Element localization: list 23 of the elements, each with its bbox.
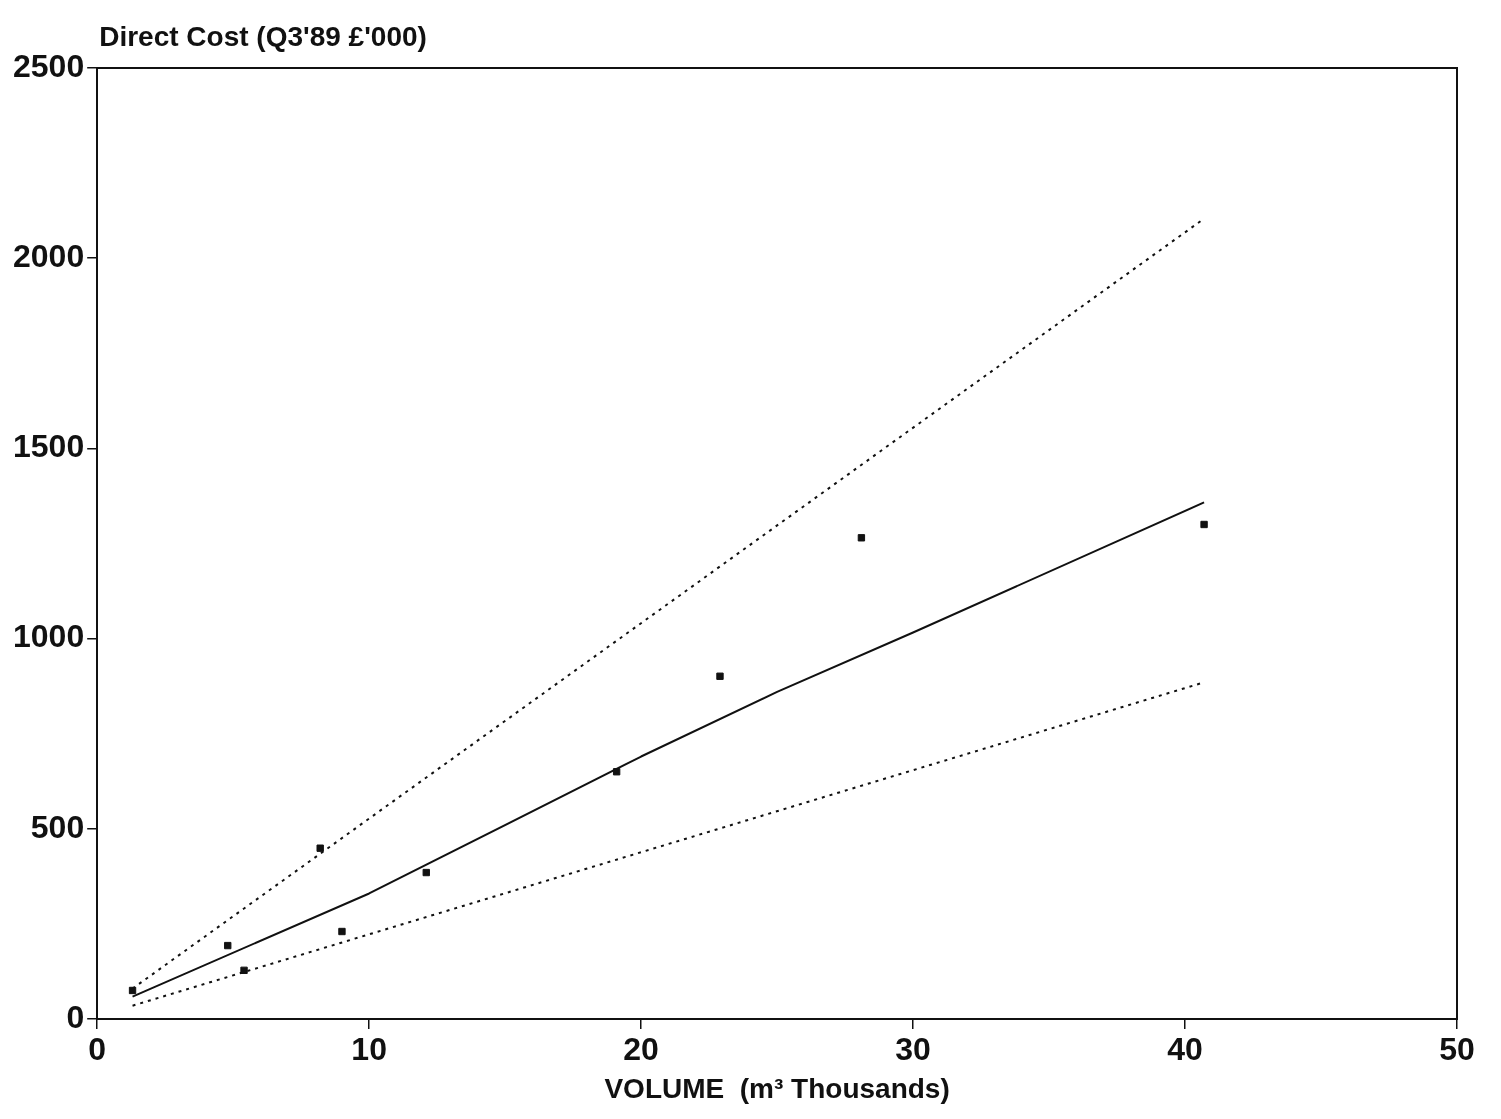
point (422, 868, 430, 877)
point (716, 672, 724, 680)
point (224, 941, 232, 950)
y-tick-label: 2500 (13, 47, 85, 84)
point (612, 768, 621, 776)
point (316, 844, 324, 852)
y-tick-label: 500 (30, 808, 85, 845)
y-tick-label: 1500 (13, 428, 85, 465)
x-tick-label: 30 (895, 1031, 931, 1068)
x-tick-label: 10 (351, 1031, 387, 1068)
y-tick-label: 2000 (13, 238, 85, 275)
point (857, 534, 866, 542)
x-axis-title: VOLUME (m³ Thousands) (604, 1072, 950, 1104)
x-tick-label: 50 (1439, 1031, 1475, 1068)
y-tick-label: 1000 (13, 618, 85, 655)
point (338, 927, 346, 936)
y-axis-title: Direct Cost (Q3'89 £'000) (99, 20, 427, 52)
x-tick-label: 20 (623, 1031, 659, 1068)
point (240, 966, 248, 974)
point (128, 986, 137, 995)
point (1200, 520, 1208, 529)
x-tick-label: 40 (1167, 1031, 1203, 1068)
y-tick-label: 0 (66, 998, 85, 1035)
